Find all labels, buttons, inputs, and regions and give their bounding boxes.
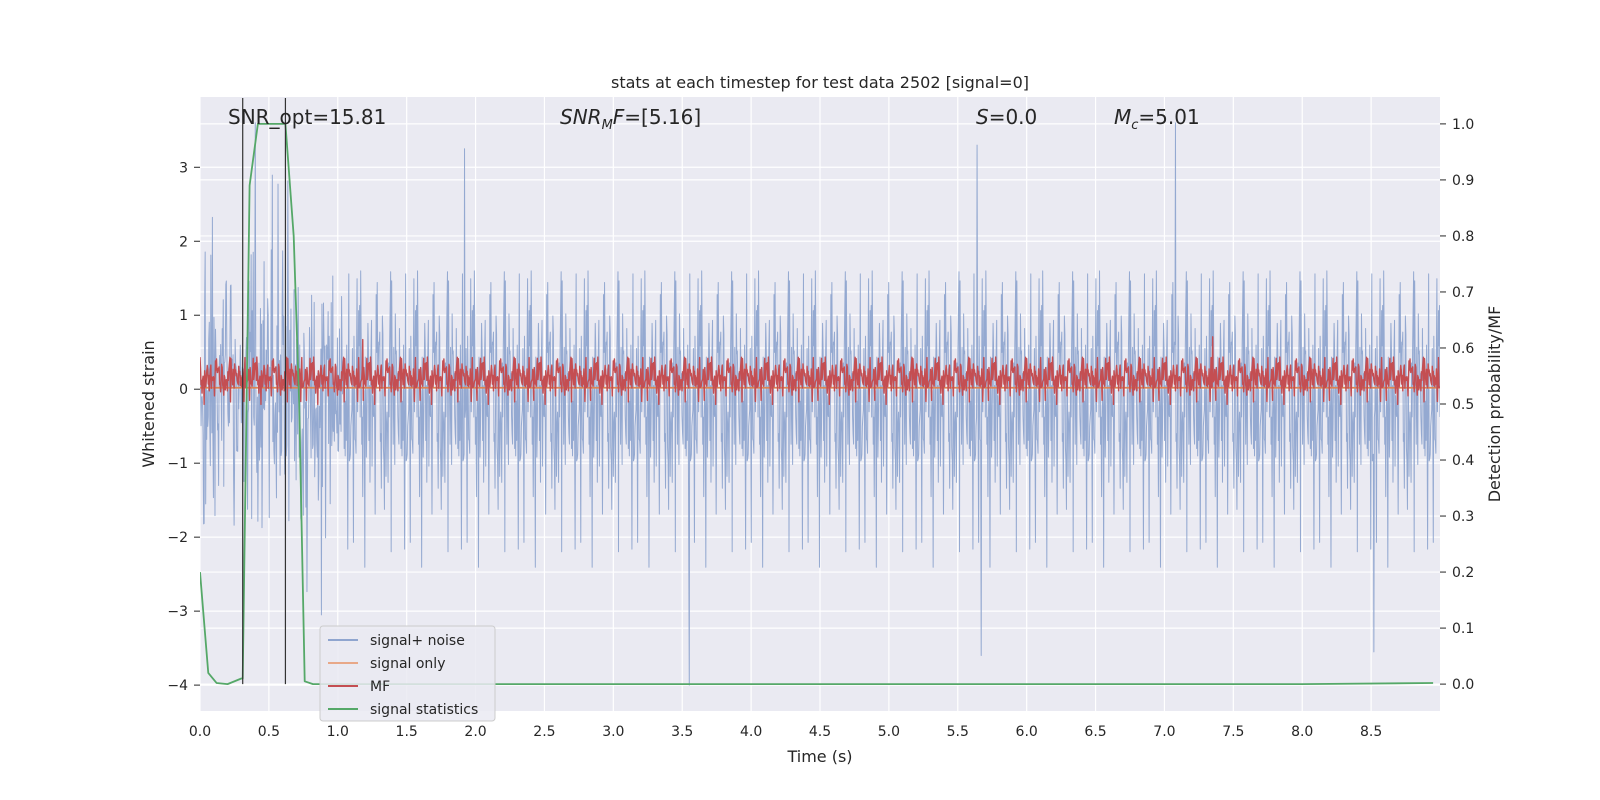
- y2-tick-labels: 1.0 0.9 0.8 0.7 0.6 0.5 0.4 0.3 0.2 0.1 0.0: [1440, 117, 1474, 693]
- legend-item-signal-noise: signal+ noise: [328, 633, 465, 649]
- annotation-snr-mf: SNRMF=[5.16]: [560, 105, 701, 133]
- snr-mf-value: =[5.16]: [624, 105, 701, 129]
- x-tick-label: 7.5: [1222, 724, 1244, 740]
- annotation-s: S=0.0: [976, 105, 1037, 129]
- legend-box: [319, 625, 496, 722]
- legend-item-mf: MF: [328, 679, 390, 695]
- y2-tick-label: 0.7: [1452, 285, 1474, 301]
- s-symbol: S: [976, 105, 989, 129]
- y2-tick-label: 0.9: [1452, 173, 1474, 189]
- legend-item-signal-statistics: signal statistics: [328, 702, 478, 718]
- y-tick-labels: 3 2 1 0 −1 −2 −3 −4: [167, 160, 200, 694]
- y2-tick-label: 0.6: [1452, 341, 1474, 357]
- legend-label-signal-noise: signal+ noise: [370, 633, 465, 649]
- x-tick-label: 5.5: [947, 724, 969, 740]
- x-tick-label: 3.5: [671, 724, 693, 740]
- y2-tick-label: 0.3: [1452, 509, 1474, 525]
- snr-mf-symbol: SNR: [560, 105, 602, 129]
- y-axis-label: Whitened strain: [139, 340, 158, 467]
- x-tick-label: 6.0: [1016, 724, 1038, 740]
- y-tick-label: 1: [179, 308, 188, 324]
- y-tick-label: 0: [179, 382, 188, 398]
- x-tick-label: 4.0: [740, 724, 762, 740]
- x-tick-label: 1.5: [396, 724, 418, 740]
- y-tick-label: −3: [167, 604, 188, 620]
- x-axis-label: Time (s): [786, 747, 852, 766]
- x-tick-label: 8.5: [1360, 724, 1382, 740]
- legend-label-signal-statistics: signal statistics: [370, 702, 478, 718]
- y-tick-label: −4: [167, 678, 188, 694]
- detection-markers: [242, 98, 287, 685]
- x-tick-label: 2.5: [533, 724, 555, 740]
- x-tick-label: 3.0: [602, 724, 624, 740]
- mc-subscript: c: [1131, 118, 1138, 133]
- x-tick-label: 6.5: [1084, 724, 1106, 740]
- y2-tick-label: 1.0: [1452, 117, 1474, 133]
- x-tick-label: 7.0: [1153, 724, 1175, 740]
- y-tick-label: −1: [167, 456, 188, 472]
- y2-axis-label: Detection probability/MF: [1485, 306, 1504, 503]
- series-line-signal-noise: [200, 122, 1440, 686]
- y2-tick-label: 0.4: [1452, 453, 1474, 469]
- y2-tick-label: 0.2: [1452, 565, 1474, 581]
- s-value: =0.0: [989, 105, 1038, 129]
- snr-mf-subscript: M: [602, 118, 613, 133]
- legend-label-signal-only: signal only: [370, 656, 445, 672]
- y-tick-label: 3: [179, 160, 188, 176]
- x-tick-labels: 0.0 0.5 1.0 1.5 2.0 2.5 3.0 3.5 4.0 4.5 5.0 5.5 6.0 6…: [189, 724, 1382, 740]
- legend: signal+ noise signal only MF signal stat…: [319, 625, 496, 722]
- chart-title: stats at each timestep for test data 250…: [611, 73, 1029, 92]
- x-tick-label: 4.5: [809, 724, 831, 740]
- y2-tick-label: 0.5: [1452, 397, 1474, 413]
- series-line-mf: [200, 336, 1440, 406]
- y-tick-label: 2: [179, 234, 188, 250]
- x-tick-label: 8.0: [1291, 724, 1313, 740]
- annotation-snr-opt: SNR_opt=15.81: [228, 105, 386, 129]
- mc-symbol: M: [1114, 105, 1131, 129]
- y2-tick-label: 0.8: [1452, 229, 1474, 245]
- x-tick-label: 2.0: [464, 724, 486, 740]
- x-tick-label: 5.0: [878, 724, 900, 740]
- snr-mf-suffix: F: [613, 105, 625, 129]
- y2-tick-label: 0.0: [1452, 677, 1474, 693]
- x-tick-label: 0.0: [189, 724, 211, 740]
- legend-item-signal-only: signal only: [328, 656, 445, 672]
- mc-value: =5.01: [1138, 105, 1199, 129]
- y-tick-label: −2: [167, 530, 188, 546]
- x-tick-label: 1.0: [327, 724, 349, 740]
- annotation-mc: Mc=5.01: [1114, 105, 1200, 133]
- legend-label-mf: MF: [370, 679, 390, 695]
- x-tick-label: 0.5: [258, 724, 280, 740]
- y2-tick-label: 0.1: [1452, 621, 1474, 637]
